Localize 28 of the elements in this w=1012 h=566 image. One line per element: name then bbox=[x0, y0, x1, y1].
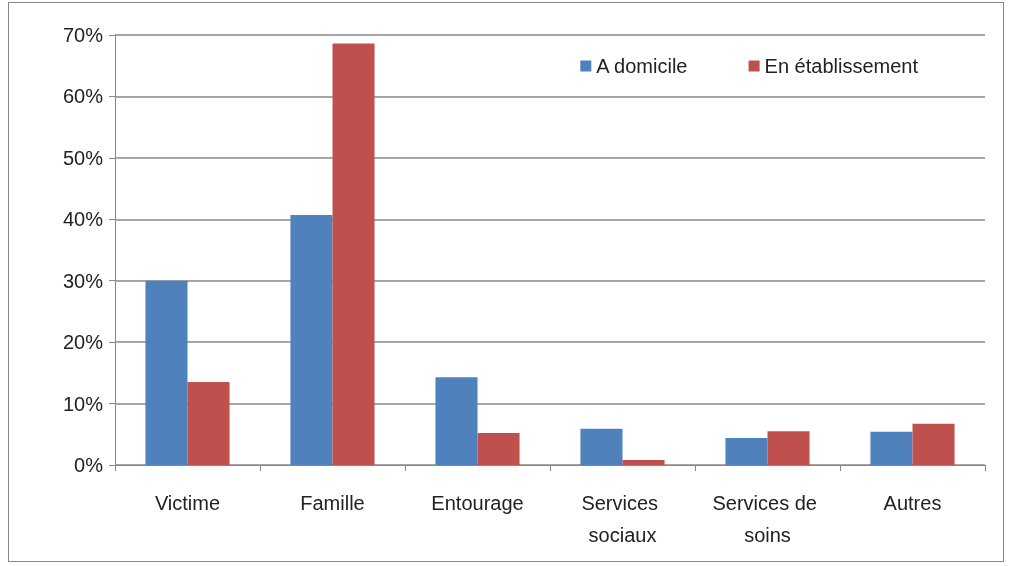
legend-label: En établissement bbox=[764, 55, 919, 77]
legend-label: A domicile bbox=[596, 55, 688, 77]
bar bbox=[725, 437, 768, 465]
x-tick-label: Services sociaux bbox=[581, 492, 664, 546]
bar bbox=[622, 460, 665, 465]
x-tick-label: Services de soins bbox=[712, 492, 823, 546]
bar bbox=[912, 423, 955, 465]
y-tick-label: 20% bbox=[62, 331, 104, 354]
bar bbox=[435, 377, 478, 465]
y-tick-label: 60% bbox=[62, 85, 104, 108]
y-tick-label: 40% bbox=[62, 208, 104, 231]
x-tick-label: Autres bbox=[883, 492, 942, 514]
bar bbox=[187, 382, 230, 465]
x-tick-label: Victime bbox=[154, 492, 221, 514]
y-tick-label: 10% bbox=[62, 392, 104, 415]
bar bbox=[332, 43, 375, 465]
bar bbox=[477, 433, 520, 465]
bar bbox=[767, 431, 810, 465]
y-tick-label: 30% bbox=[62, 269, 104, 292]
bar bbox=[580, 428, 623, 465]
y-tick-label: 50% bbox=[62, 146, 104, 169]
y-tick-label: 0% bbox=[74, 454, 104, 476]
x-tick-label: Famille bbox=[300, 492, 365, 514]
bar bbox=[870, 431, 913, 465]
y-tick-label: 70% bbox=[62, 24, 104, 46]
bar bbox=[145, 280, 188, 465]
bar bbox=[290, 214, 333, 465]
x-tick-label: Entourage bbox=[431, 492, 524, 514]
